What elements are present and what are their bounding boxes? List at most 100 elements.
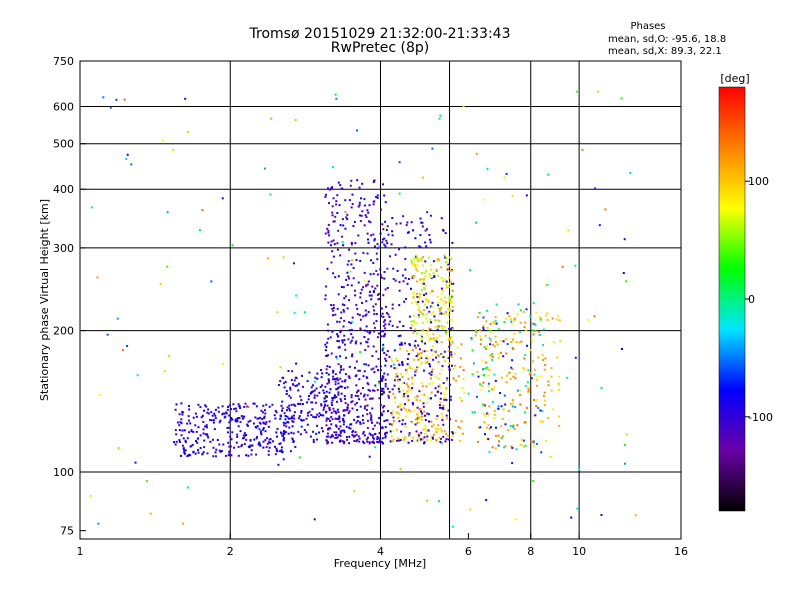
data-point (484, 361, 487, 364)
data-point (159, 283, 162, 286)
data-point (544, 357, 547, 360)
data-point (277, 463, 280, 466)
data-point (421, 282, 423, 285)
data-point (306, 412, 309, 415)
data-point (487, 413, 490, 416)
data-point (459, 427, 462, 430)
data-point (440, 306, 443, 309)
data-point (473, 411, 476, 414)
data-point (381, 276, 384, 279)
data-point (445, 257, 448, 260)
data-point (183, 452, 186, 455)
data-point (514, 372, 517, 375)
data-point (373, 424, 376, 427)
data-point (411, 439, 414, 442)
data-point (391, 440, 394, 443)
data-point (417, 344, 420, 347)
data-point (340, 385, 343, 388)
data-point (351, 316, 354, 319)
data-point (542, 359, 545, 361)
data-point (418, 416, 421, 419)
data-point (533, 373, 536, 376)
data-point (435, 269, 438, 271)
data-point (423, 303, 426, 306)
data-point (336, 436, 339, 439)
data-point (362, 422, 365, 425)
data-point (343, 339, 346, 341)
data-point (384, 378, 387, 381)
data-point (337, 379, 340, 382)
data-point (426, 334, 429, 337)
data-point (283, 432, 286, 435)
data-point (399, 403, 401, 406)
data-point (462, 105, 465, 108)
data-point (324, 298, 327, 301)
data-point (259, 430, 262, 433)
data-point (98, 394, 101, 397)
data-point (445, 312, 448, 315)
data-point (349, 427, 352, 430)
data-point (428, 363, 431, 365)
data-point (494, 316, 497, 319)
data-point (294, 445, 297, 448)
data-point (195, 430, 198, 433)
data-point (212, 446, 215, 449)
data-point (367, 280, 370, 283)
data-point (325, 400, 328, 403)
data-point (116, 317, 119, 320)
data-point (163, 370, 166, 373)
data-point (332, 309, 335, 312)
data-point (200, 416, 203, 419)
data-point (415, 398, 418, 401)
data-point (383, 420, 386, 423)
data-point (425, 361, 427, 364)
data-point (392, 416, 395, 419)
data-point (398, 161, 401, 164)
data-point (373, 313, 376, 316)
data-point (316, 377, 319, 380)
data-point (175, 403, 178, 406)
data-point (195, 415, 198, 418)
data-point (259, 422, 262, 425)
data-point (235, 418, 238, 421)
data-point (507, 429, 510, 432)
data-point (328, 188, 331, 191)
data-point (350, 339, 353, 342)
data-point (214, 414, 217, 417)
data-point (366, 252, 369, 255)
data-point (415, 418, 417, 421)
data-point (500, 437, 503, 439)
data-point (369, 397, 371, 400)
data-point (394, 279, 397, 282)
data-point (178, 441, 181, 443)
data-point (308, 371, 311, 374)
data-point (365, 313, 368, 316)
x-tick-label: 1 (77, 545, 84, 558)
data-point (483, 346, 486, 349)
data-point (445, 414, 448, 417)
data-point (327, 378, 330, 381)
data-point (420, 257, 423, 260)
data-point (380, 307, 382, 310)
data-point (519, 321, 522, 324)
data-point (429, 337, 432, 340)
data-point (228, 450, 231, 453)
data-point (419, 311, 422, 314)
data-point (379, 369, 382, 372)
data-point (368, 455, 371, 458)
data-point (337, 391, 340, 394)
data-point (429, 318, 432, 321)
data-point (223, 412, 226, 415)
data-point (437, 424, 440, 427)
data-point (384, 431, 387, 434)
data-points (89, 90, 637, 528)
data-point (126, 345, 129, 347)
data-point (380, 377, 383, 380)
data-point (497, 328, 500, 331)
data-point (345, 436, 348, 438)
data-point (384, 245, 387, 248)
data-point (435, 439, 438, 441)
data-point (323, 392, 326, 394)
data-point (535, 405, 538, 407)
data-point (538, 333, 541, 336)
